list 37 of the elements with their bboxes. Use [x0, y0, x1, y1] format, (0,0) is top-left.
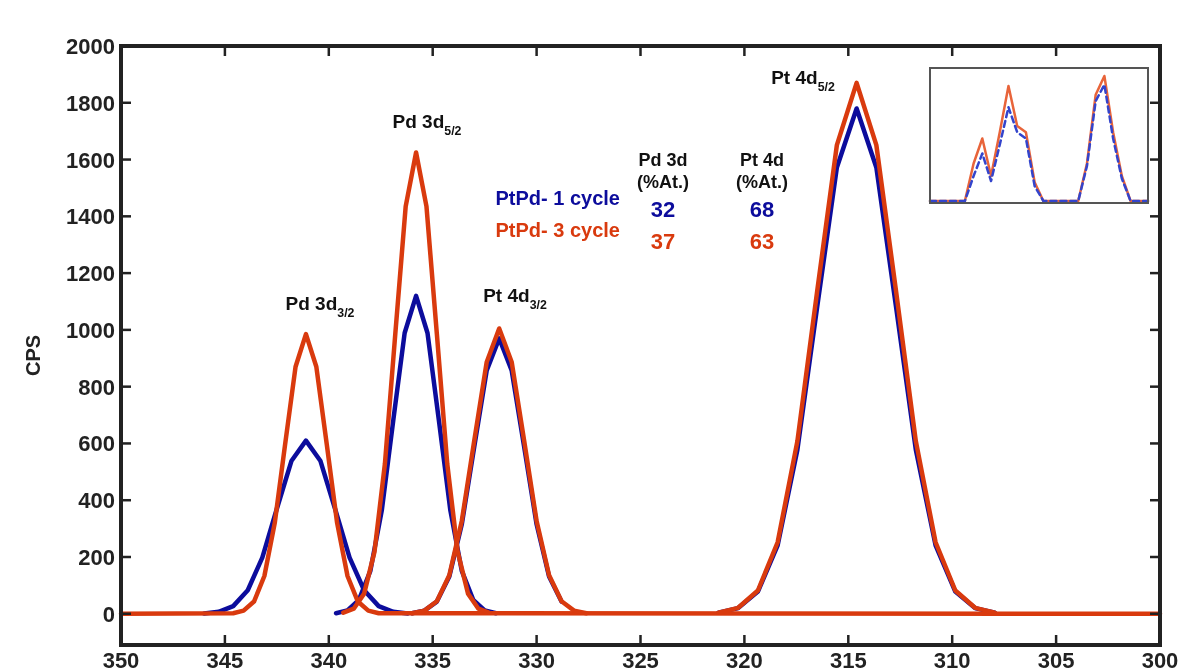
y-tick-label: 1800: [66, 90, 115, 116]
annotation: 63: [749, 229, 775, 254]
annotation: (%At.): [637, 172, 689, 192]
annotation: Pt 4d$_{3/2}$: [483, 285, 547, 312]
x-tick-label: 325: [622, 648, 659, 672]
annotation: (%At.): [736, 172, 788, 192]
x-tick-label: 350: [102, 648, 140, 672]
x-tick-label: 310: [933, 648, 971, 672]
x-tick-label: 345: [206, 648, 244, 672]
annotation: Pd 3d$_{3/2}$: [285, 293, 355, 320]
y-tick-label: 400: [78, 488, 115, 514]
annotation: Pt 4d$_{5/2}$: [771, 67, 835, 94]
y-tick-label: 1600: [66, 147, 115, 173]
y-tick-label: 1400: [66, 204, 115, 230]
y-tick-label: 800: [78, 374, 115, 400]
text: PtPd- 1 cycle: [495, 187, 620, 209]
x-tick-label: 300: [1141, 648, 1179, 672]
x-tick-label: 320: [726, 648, 763, 672]
annotation: 32: [650, 197, 676, 222]
annotation: 37: [650, 229, 676, 254]
x-tick-label: 305: [1037, 648, 1075, 672]
x-tick-label: 315: [829, 648, 867, 672]
y-tick-label: 1200: [66, 261, 115, 287]
y-tick-label: 2000: [66, 34, 115, 59]
y-tick-label: 600: [78, 431, 115, 457]
y-tick-label: 200: [78, 545, 115, 570]
x-tick-label: 335: [414, 648, 452, 672]
annotation: Pt 4d: [739, 150, 785, 170]
annotation: 68: [749, 197, 775, 222]
text: PtPd- 3 cycle: [495, 219, 620, 241]
x-tick-label: 340: [310, 648, 348, 672]
x-tick-label: 330: [518, 648, 555, 672]
annotation: Pd 3d$_{5/2}$: [392, 111, 462, 138]
y-tick-label: 1000: [66, 317, 115, 343]
y-axis-title: CPS: [22, 334, 44, 377]
annotation: Pd 3d: [638, 150, 688, 170]
y-tick-label: 0: [102, 601, 115, 627]
